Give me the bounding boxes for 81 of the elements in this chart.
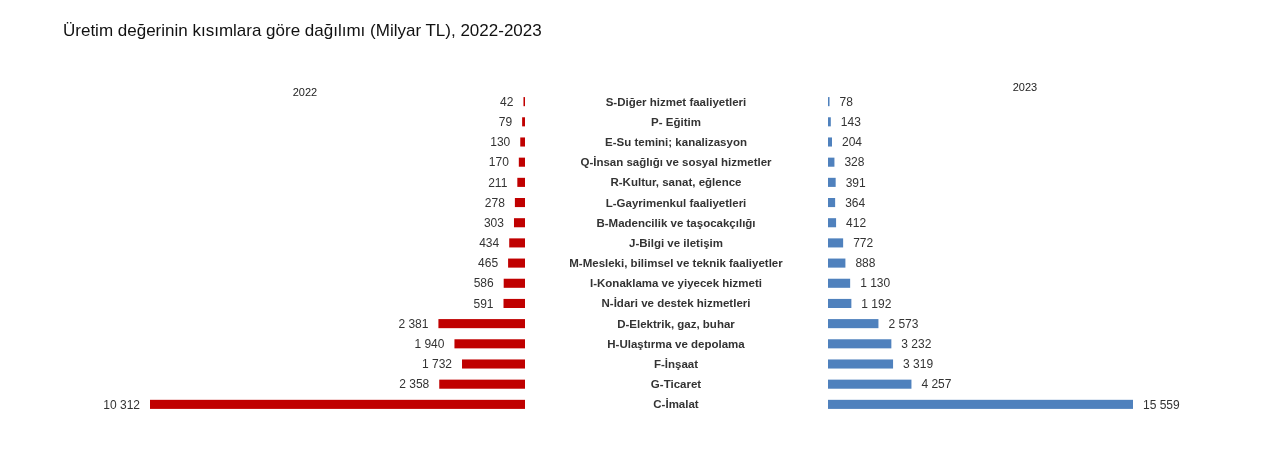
- data-label: 170: [488, 155, 510, 170]
- data-label: 204: [842, 135, 863, 150]
- bar: [828, 399, 1133, 409]
- bar: [508, 258, 525, 268]
- bar: [150, 399, 525, 409]
- data-label: 4 257: [921, 377, 952, 392]
- bar: [828, 258, 846, 268]
- bar: [828, 177, 836, 187]
- bar: [828, 238, 844, 248]
- data-label: 10 312: [103, 397, 141, 412]
- bar: [828, 137, 832, 147]
- bar: [828, 117, 831, 127]
- bar: [828, 339, 892, 349]
- y-tick-label: B-Madencilik ve taşocakçılığı: [596, 216, 756, 229]
- bar: [517, 177, 525, 187]
- data-label: 888: [855, 256, 876, 271]
- data-label: 391: [845, 175, 867, 190]
- data-label: 15 559: [1143, 397, 1181, 412]
- data-label: 3 232: [901, 337, 932, 352]
- data-label: 3 319: [903, 357, 934, 372]
- data-label: 78: [839, 94, 854, 109]
- data-label: 42: [500, 94, 514, 109]
- data-label: 2 358: [399, 377, 430, 392]
- bar: [828, 298, 852, 308]
- y-tick-label: J-Bilgi ve iletişim: [629, 236, 723, 249]
- bar: [828, 278, 851, 288]
- y-tick-label: L-Gayrimenkul faaliyetleri: [605, 196, 747, 209]
- bar: [828, 198, 836, 208]
- bar: [828, 359, 894, 369]
- y-tick-label: N-İdari ve destek hizmetleri: [601, 297, 751, 310]
- data-label: 586: [473, 276, 495, 291]
- data-label: 211: [488, 175, 508, 190]
- y-tick-label: Q-İnsan sağlığı ve sosyal hizmetler: [580, 156, 773, 169]
- bar: [828, 218, 837, 228]
- bar: [462, 359, 525, 369]
- y-tick-label: D-Elektrik, gaz, buhar: [617, 317, 736, 330]
- y-tick-label: E-Su temini; kanalizasyon: [605, 136, 747, 149]
- y-tick-label: C-İmalat: [653, 398, 699, 411]
- data-label: 591: [473, 296, 494, 311]
- y-tick-label: G-Ticaret: [650, 378, 702, 391]
- bar: [513, 218, 525, 228]
- data-label: 2 381: [398, 316, 429, 331]
- bar: [828, 319, 879, 329]
- y-tick-label: S-Diğer hizmet faaliyetleri: [605, 95, 747, 108]
- data-label: 2 573: [888, 316, 919, 331]
- data-label: 434: [479, 236, 500, 251]
- data-label: 772: [853, 236, 874, 251]
- bar: [503, 278, 525, 288]
- y-tick-label: P- Eğitim: [651, 115, 701, 128]
- y-tick-label: I-Konaklama ve yiyecek hizmeti: [590, 277, 762, 290]
- data-label: 303: [483, 215, 505, 230]
- data-label: 278: [484, 195, 506, 210]
- y-tick-label: M-Mesleki, bilimsel ve teknik faaliyetler: [569, 257, 784, 270]
- text: 2022: [292, 86, 318, 98]
- data-label: 1 192: [861, 296, 892, 311]
- data-label: 1 732: [421, 357, 453, 372]
- data-label: 364: [845, 195, 866, 210]
- data-label: 79: [498, 115, 513, 130]
- data-label: 130: [490, 135, 511, 150]
- text: 2023: [1012, 81, 1038, 93]
- bar: [518, 157, 525, 167]
- bar: [828, 157, 835, 167]
- bar: [828, 379, 912, 389]
- bar: [439, 379, 525, 389]
- data-label: 328: [844, 155, 865, 170]
- bar: [514, 198, 525, 208]
- bar: [522, 117, 525, 127]
- data-label: 1 130: [860, 276, 891, 291]
- data-label: 1 940: [414, 337, 445, 352]
- y-tick-label: H-Ulaştırma ve depolama: [607, 337, 746, 350]
- data-label: 465: [478, 256, 499, 271]
- y-tick-label: R-Kultur, sanat, eğlence: [610, 176, 742, 189]
- bar: [509, 238, 525, 248]
- bar: [438, 319, 525, 329]
- bar: [503, 298, 525, 308]
- bar: [454, 339, 525, 349]
- data-label: 143: [840, 115, 862, 130]
- bar: [520, 137, 525, 147]
- chart-title: Üretim değerinin kısımlara göre dağılımı (Milyar TL), 2022-2023: [63, 21, 542, 40]
- data-label: 412: [846, 215, 867, 230]
- y-tick-label: F-İnşaat: [653, 358, 699, 371]
